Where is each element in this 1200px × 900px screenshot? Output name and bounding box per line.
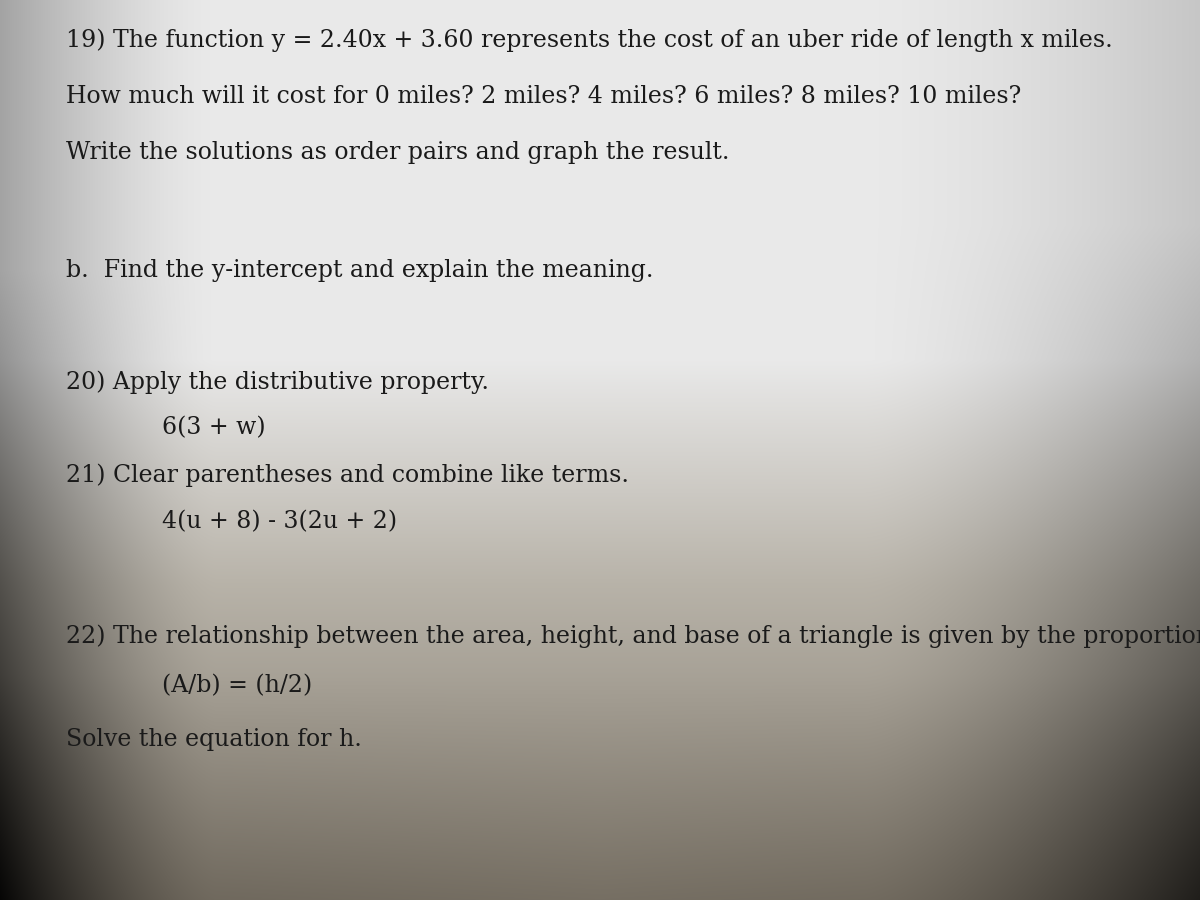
Text: 22) The relationship between the area, height, and base of a triangle is given b: 22) The relationship between the area, h… (66, 625, 1200, 648)
Text: 20) Apply the distributive property.: 20) Apply the distributive property. (66, 371, 490, 394)
Text: Solve the equation for h.: Solve the equation for h. (66, 728, 362, 752)
Text: 6(3 + w): 6(3 + w) (162, 416, 265, 439)
Text: How much will it cost for 0 miles? 2 miles? 4 miles? 6 miles? 8 miles? 10 miles?: How much will it cost for 0 miles? 2 mil… (66, 85, 1021, 108)
Text: 21) Clear parentheses and combine like terms.: 21) Clear parentheses and combine like t… (66, 464, 629, 487)
Text: 19) The function y = 2.40x + 3.60 represents the cost of an uber ride of length : 19) The function y = 2.40x + 3.60 repres… (66, 29, 1112, 52)
Text: (A/b) = (h/2): (A/b) = (h/2) (162, 674, 312, 698)
Text: b.  Find the y-intercept and explain the meaning.: b. Find the y-intercept and explain the … (66, 258, 654, 282)
Text: 4(u + 8) - 3(2u + 2): 4(u + 8) - 3(2u + 2) (162, 510, 397, 534)
Text: Write the solutions as order pairs and graph the result.: Write the solutions as order pairs and g… (66, 140, 730, 164)
